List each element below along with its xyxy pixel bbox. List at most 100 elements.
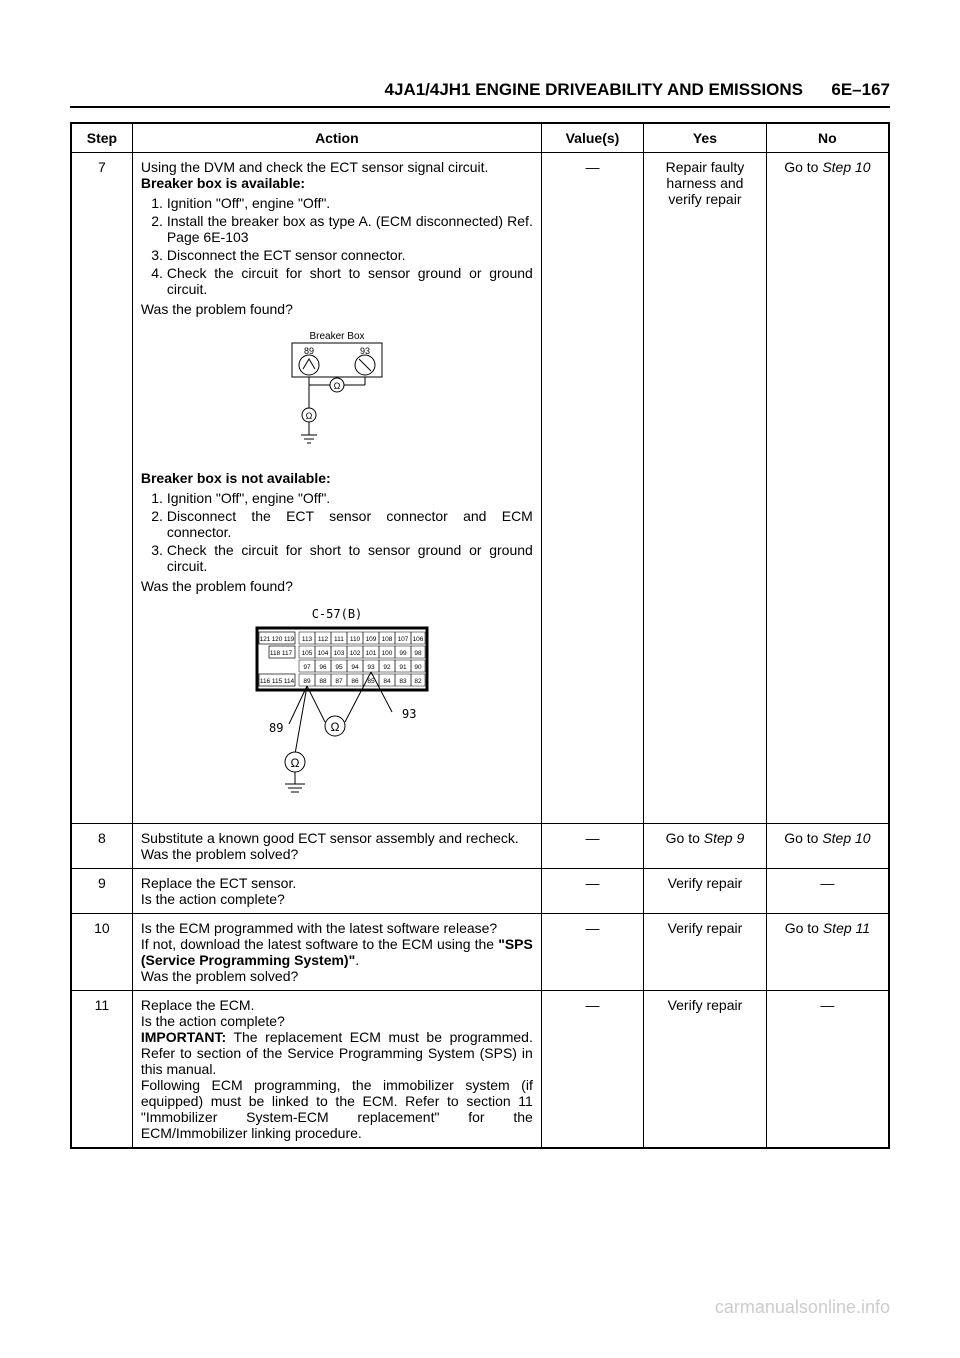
svg-text:121: 121 bbox=[259, 636, 270, 643]
svg-text:104: 104 bbox=[317, 650, 328, 657]
value-cell: — bbox=[541, 824, 643, 869]
step-num: 10 bbox=[71, 914, 132, 991]
action-cell: Replace the ECT sensor. Is the action co… bbox=[132, 869, 541, 914]
action-line: Following ECM programming, the immobiliz… bbox=[141, 1077, 533, 1141]
svg-text:116: 116 bbox=[260, 678, 271, 685]
value-cell: — bbox=[541, 153, 643, 824]
action-list: Ignition "Off", engine "Off". Install th… bbox=[159, 195, 533, 297]
svg-text:101: 101 bbox=[365, 650, 376, 657]
svg-text:88: 88 bbox=[319, 678, 327, 685]
svg-text:86: 86 bbox=[351, 678, 359, 685]
header-pageref: 6E–167 bbox=[831, 80, 890, 99]
step-num: 11 bbox=[71, 991, 132, 1149]
th-no: No bbox=[766, 123, 889, 153]
svg-text:82: 82 bbox=[414, 678, 422, 685]
page-header: 4JA1/4JH1 ENGINE DRIVEABILITY AND EMISSI… bbox=[70, 80, 890, 108]
svg-text:115: 115 bbox=[272, 678, 283, 685]
action-cell: Using the DVM and check the ECT sensor s… bbox=[132, 153, 541, 824]
no-cell: — bbox=[766, 869, 889, 914]
action-cell: Replace the ECM. Is the action complete?… bbox=[132, 991, 541, 1149]
connector-diagram: C-57(B) 113 112 bbox=[141, 604, 533, 807]
list-item: Check the circuit for short to sensor gr… bbox=[167, 265, 533, 297]
action-line: Is the action complete? bbox=[141, 891, 533, 907]
svg-text:93: 93 bbox=[402, 707, 416, 721]
svg-text:108: 108 bbox=[381, 636, 392, 643]
action-heading: Breaker box is available: bbox=[141, 175, 533, 191]
svg-text:84: 84 bbox=[383, 678, 391, 685]
action-line: Replace the ECT sensor. bbox=[141, 875, 533, 891]
breaker-box-diagram: Breaker Box 89 93 Ω bbox=[141, 327, 533, 460]
no-cell: Go to Step 11 bbox=[766, 914, 889, 991]
diagram-label: Breaker Box bbox=[309, 331, 364, 342]
list-item: Disconnect the ECT sensor connector and … bbox=[167, 508, 533, 540]
svg-text:Ω: Ω bbox=[305, 411, 312, 421]
svg-text:95: 95 bbox=[335, 664, 343, 671]
yes-cell: Go to Step 9 bbox=[644, 824, 767, 869]
svg-text:98: 98 bbox=[414, 650, 422, 657]
svg-text:106: 106 bbox=[412, 636, 423, 643]
action-question: Was the problem found? bbox=[141, 578, 533, 594]
svg-text:103: 103 bbox=[333, 650, 344, 657]
yes-cell: Verify repair bbox=[644, 991, 767, 1149]
action-cell: Substitute a known good ECT sensor assem… bbox=[132, 824, 541, 869]
table-row: 11 Replace the ECM. Is the action comple… bbox=[71, 991, 889, 1149]
svg-text:91: 91 bbox=[399, 664, 407, 671]
svg-text:90: 90 bbox=[414, 664, 422, 671]
no-cell: Go to Step 10 bbox=[766, 153, 889, 824]
action-heading: Breaker box is not available: bbox=[141, 470, 533, 486]
list-item: Check the circuit for short to sensor gr… bbox=[167, 542, 533, 574]
table-row: 9 Replace the ECT sensor. Is the action … bbox=[71, 869, 889, 914]
action-line: Substitute a known good ECT sensor assem… bbox=[141, 830, 533, 846]
th-value: Value(s) bbox=[541, 123, 643, 153]
list-item: Ignition "Off", engine "Off". bbox=[167, 490, 533, 506]
svg-text:119: 119 bbox=[284, 636, 295, 643]
svg-text:111: 111 bbox=[334, 636, 344, 643]
svg-text:85: 85 bbox=[367, 678, 375, 685]
svg-text:Ω: Ω bbox=[330, 720, 339, 734]
connector-label: C-57(B) bbox=[312, 607, 363, 621]
yes-cell: Verify repair bbox=[644, 914, 767, 991]
action-line: Is the ECM programmed with the latest so… bbox=[141, 920, 533, 936]
list-item: Install the breaker box as type A. (ECM … bbox=[167, 213, 533, 245]
no-cell: — bbox=[766, 991, 889, 1149]
svg-text:100: 100 bbox=[381, 650, 392, 657]
svg-text:Ω: Ω bbox=[290, 756, 299, 770]
svg-text:97: 97 bbox=[303, 664, 311, 671]
list-item: Disconnect the ECT sensor connector. bbox=[167, 247, 533, 263]
svg-text:113: 113 bbox=[302, 636, 313, 643]
value-cell: — bbox=[541, 991, 643, 1149]
table-row: 8 Substitute a known good ECT sensor ass… bbox=[71, 824, 889, 869]
yes-cell: Verify repair bbox=[644, 869, 767, 914]
no-cell: Go to Step 10 bbox=[766, 824, 889, 869]
svg-text:118: 118 bbox=[270, 650, 281, 657]
svg-text:112: 112 bbox=[318, 636, 329, 643]
action-question: Was the problem found? bbox=[141, 301, 533, 317]
watermark: carmanualsonline.info bbox=[715, 1297, 890, 1318]
step-num: 8 bbox=[71, 824, 132, 869]
step-num: 9 bbox=[71, 869, 132, 914]
diagnostic-table: Step Action Value(s) Yes No 7 Using the … bbox=[70, 122, 890, 1149]
svg-text:Ω: Ω bbox=[333, 381, 340, 391]
action-intro: Using the DVM and check the ECT sensor s… bbox=[141, 159, 533, 175]
breaker-box-svg: Breaker Box 89 93 Ω bbox=[267, 327, 407, 457]
connector-svg: C-57(B) 113 112 bbox=[217, 604, 457, 804]
svg-text:89: 89 bbox=[303, 678, 311, 685]
svg-text:105: 105 bbox=[301, 650, 312, 657]
svg-text:102: 102 bbox=[349, 650, 360, 657]
value-cell: — bbox=[541, 914, 643, 991]
action-line: Was the problem solved? bbox=[141, 968, 533, 984]
svg-text:109: 109 bbox=[365, 636, 376, 643]
yes-cell: Repair faulty harness and verify repair bbox=[644, 153, 767, 824]
svg-text:107: 107 bbox=[397, 636, 408, 643]
svg-text:114: 114 bbox=[284, 678, 295, 685]
svg-text:92: 92 bbox=[383, 664, 391, 671]
header-title-text: 4JA1/4JH1 ENGINE DRIVEABILITY AND EMISSI… bbox=[385, 80, 804, 99]
svg-text:89: 89 bbox=[269, 721, 283, 735]
action-line: IMPORTANT: The replacement ECM must be p… bbox=[141, 1029, 533, 1077]
action-line: If not, download the latest software to … bbox=[141, 936, 533, 968]
table-row: 10 Is the ECM programmed with the latest… bbox=[71, 914, 889, 991]
value-cell: — bbox=[541, 869, 643, 914]
svg-text:93: 93 bbox=[367, 664, 375, 671]
th-action: Action bbox=[132, 123, 541, 153]
action-cell: Is the ECM programmed with the latest so… bbox=[132, 914, 541, 991]
